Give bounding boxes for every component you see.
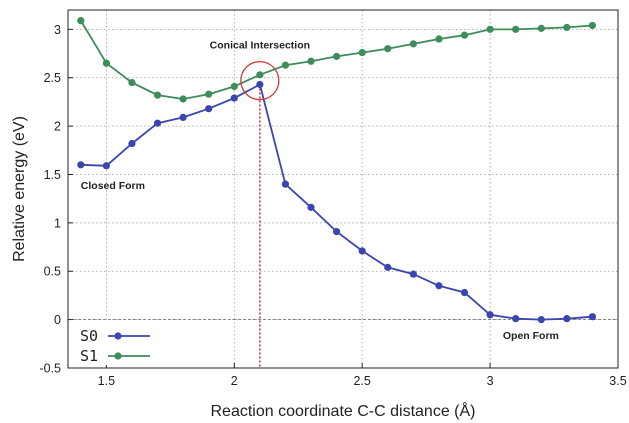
series-point-S0: [358, 247, 366, 255]
series-point-S1: [333, 52, 341, 61]
series-point-S1: [486, 25, 494, 33]
series-point-S0: [512, 315, 520, 323]
series-point-S1: [205, 90, 213, 98]
legend-label-S1: S1: [80, 347, 98, 365]
series-point-S0: [102, 162, 110, 170]
y-tick-label: 1: [54, 216, 61, 230]
legend-label-S0: S0: [80, 327, 98, 345]
series-point-S1: [281, 61, 290, 69]
y-axis-ticks: -0.5 0 0.5 1 1.5 2 2.5 3: [39, 23, 73, 376]
series-point-S0: [435, 282, 443, 290]
x-axis-ticks: 1.5 2 2.5 3 3.5: [98, 363, 627, 388]
series-point-S1: [256, 71, 264, 79]
grid-lines: [68, 10, 619, 369]
y-tick-label: 3: [54, 23, 61, 37]
y-tick-label: 1.5: [44, 168, 61, 182]
y-axis-label: Relative energy (eV): [11, 116, 28, 262]
series-point-S1: [563, 23, 571, 32]
series-point-S0: [230, 94, 238, 102]
y-tick-label: 2: [54, 120, 61, 134]
series-point-S0: [307, 203, 315, 211]
series-point-S0: [384, 263, 392, 271]
legend-background: [70, 320, 158, 365]
conical-intersection-circle: [240, 60, 280, 101]
y-tick-label: 2.5: [44, 71, 61, 85]
x-tick-label: 1.5: [98, 374, 115, 388]
x-tick-label: 3.5: [609, 374, 626, 388]
x-tick-label: 2.5: [353, 374, 370, 388]
series-point-S0: [460, 288, 469, 297]
series-point-S0: [77, 161, 85, 169]
series-point-S0: [563, 315, 571, 323]
series-point-S0: [205, 105, 213, 113]
series-point-S0: [281, 180, 290, 188]
series-point-S1: [409, 40, 417, 48]
annotation-text: Open Form: [503, 330, 559, 342]
series-point-S0: [179, 113, 187, 121]
series-point-S0: [588, 313, 597, 321]
series-point-S0: [256, 80, 264, 89]
x-tick-label: 3: [487, 374, 494, 388]
plot-area-frame: [67, 9, 619, 369]
series-point-S1: [588, 21, 597, 30]
annotation-text: Closed Form: [81, 180, 145, 192]
series-point-S1: [77, 17, 85, 25]
series-point-S1: [358, 48, 366, 57]
legend-swatch-marker-S0: [114, 332, 122, 340]
y-tick-label: -0.5: [39, 362, 61, 376]
series-point-S0: [409, 270, 417, 278]
series-point-S1: [537, 24, 545, 32]
series-point-S1: [512, 25, 520, 33]
series-layer: [77, 17, 597, 324]
series-point-S0: [486, 311, 494, 319]
y-tick-label: 0: [54, 313, 61, 327]
legend-swatch-marker-S1: [114, 352, 122, 360]
series-point-S1: [179, 95, 187, 103]
x-tick-label: 2: [231, 374, 238, 388]
annotation-text: Conical Intersection: [210, 40, 310, 52]
series-point-S1: [307, 57, 315, 65]
x-axis-label: Reaction coordinate C-C distance (Å): [210, 401, 475, 420]
y-tick-label: 0.5: [44, 265, 61, 279]
series-point-S1: [102, 59, 110, 67]
series-point-S1: [128, 78, 136, 87]
series-point-S0: [153, 119, 162, 127]
series-point-S0: [333, 227, 341, 236]
series-point-S0: [128, 139, 136, 148]
series-point-S1: [435, 35, 443, 43]
series-point-S1: [153, 91, 162, 99]
series-point-S0: [537, 316, 545, 324]
series-point-S1: [230, 82, 238, 91]
series-point-S1: [384, 45, 392, 53]
annotations-layer: Conical Intersection Closed Form Open Form: [81, 40, 559, 342]
series-point-S1: [460, 31, 469, 39]
